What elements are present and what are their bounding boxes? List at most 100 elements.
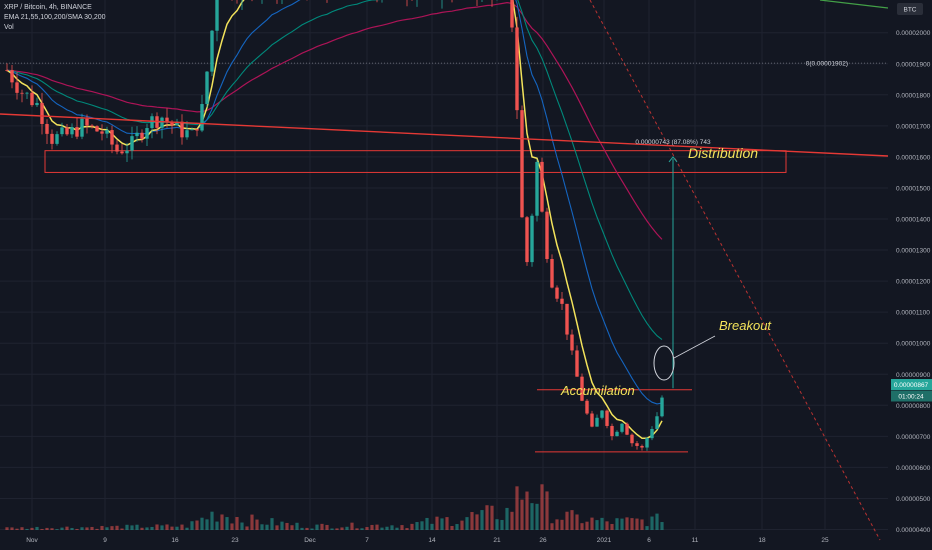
candle-body: [660, 397, 664, 417]
y-tick-label: 0.00000500: [896, 496, 931, 503]
volume-bar: [275, 525, 279, 530]
breakout-label: Breakout: [719, 318, 772, 333]
volume-bar: [155, 524, 159, 530]
volume-bar: [455, 524, 459, 530]
candle-body: [145, 128, 149, 139]
volume-bar: [475, 514, 479, 530]
volume-bar: [605, 521, 609, 530]
volume-bar: [340, 527, 344, 530]
volume-bar: [420, 521, 424, 530]
volume-bar: [100, 525, 104, 530]
candle-body: [180, 121, 184, 138]
x-tick-label: 18: [758, 537, 766, 544]
x-tick-label: 9: [103, 537, 107, 544]
volume-bar: [485, 505, 489, 530]
volume-bar: [55, 529, 59, 530]
y-tick-label: 0.00000700: [896, 434, 931, 441]
dotted-level-label: 0(0.00001902): [806, 61, 848, 68]
x-tick-label: 21: [493, 537, 501, 544]
candle-body: [55, 134, 59, 144]
distribution-label: Distribution: [688, 145, 758, 161]
volume-bar: [330, 528, 334, 530]
volume-bar: [400, 525, 404, 530]
price-badge: [891, 378, 932, 390]
y-tick-label: 0.00001000: [896, 341, 931, 348]
volume-bar: [600, 517, 604, 530]
volume-bar: [470, 512, 474, 530]
volume-bar: [105, 527, 109, 530]
candle-body: [65, 127, 69, 135]
candle-body: [550, 259, 554, 288]
candle-body: [35, 102, 39, 106]
volume-bar: [500, 519, 504, 530]
volume-bar: [310, 528, 314, 530]
volume-bar: [580, 523, 584, 530]
volume-bar: [235, 517, 239, 530]
volume-bar: [145, 527, 149, 530]
volume-bar: [290, 525, 294, 530]
x-tick-label: 14: [428, 537, 436, 544]
candle-body: [585, 400, 589, 414]
candle-body: [125, 150, 129, 154]
y-tick-label: 0.00000800: [896, 403, 931, 410]
volume-bar: [425, 517, 429, 530]
y-tick-label: 0.00001400: [896, 217, 931, 224]
volume-bar: [565, 511, 569, 530]
volume-bar: [550, 523, 554, 530]
volume-bar: [465, 517, 469, 530]
measure-arrow-head: [668, 156, 678, 163]
breakout-pointer: [673, 335, 716, 359]
volume-bar: [320, 523, 324, 530]
volume-bar: [620, 518, 624, 530]
volume-bar: [195, 520, 199, 530]
volume-bar: [540, 484, 544, 530]
chart-legend: XRP / Bitcoin, 4h, BINANCE EMA 21,55,100…: [4, 3, 106, 33]
candle-body: [80, 118, 84, 137]
volume-bar: [135, 524, 139, 530]
chart-grid: [0, 0, 888, 530]
y-tick-label: 0.00001700: [896, 123, 931, 130]
volume-bar: [515, 486, 519, 530]
x-tick-label: 23: [231, 537, 239, 544]
volume-bar: [210, 511, 214, 530]
y-tick-label: 0.00001300: [896, 248, 931, 255]
candle-body: [95, 126, 99, 132]
volume-bar: [125, 524, 129, 530]
candle-body: [165, 117, 169, 122]
volume-bar: [430, 523, 434, 530]
candle-body: [535, 161, 539, 216]
volume-bar: [130, 525, 134, 530]
price-axis-bg: [888, 0, 932, 550]
volume-bar: [35, 526, 39, 530]
candle-body: [655, 416, 659, 429]
volume-bar: [205, 519, 209, 530]
candle-body: [5, 69, 9, 71]
volume-bar: [95, 528, 99, 530]
candle-body: [40, 102, 44, 124]
candle-body: [640, 445, 644, 448]
volume-bar: [5, 527, 9, 530]
volume-bar: [505, 507, 509, 530]
ema-100-line: [6, 0, 663, 341]
volume-bar: [295, 522, 299, 530]
y-tick-label: 0.00001900: [896, 61, 931, 68]
volume-bar: [245, 526, 249, 530]
volume-bar: [200, 517, 204, 530]
accumulation-label: Accumilation: [560, 383, 635, 398]
candles: [5, 0, 664, 451]
volume-bar: [365, 527, 369, 530]
candle-body: [60, 127, 64, 135]
volume-bar: [215, 521, 219, 530]
volume-bar: [360, 528, 364, 530]
y-tick-label: 0.00000900: [896, 372, 931, 379]
volume-bar: [410, 523, 414, 530]
volume-bar: [180, 524, 184, 530]
horizontal-levels: 0(0.00001902): [0, 61, 888, 453]
volume-bar: [350, 522, 354, 530]
candle-body: [600, 410, 604, 418]
candle-body: [525, 217, 529, 263]
candle-body: [610, 425, 614, 437]
currency-badge: [897, 3, 923, 15]
volume-bar: [315, 524, 319, 530]
